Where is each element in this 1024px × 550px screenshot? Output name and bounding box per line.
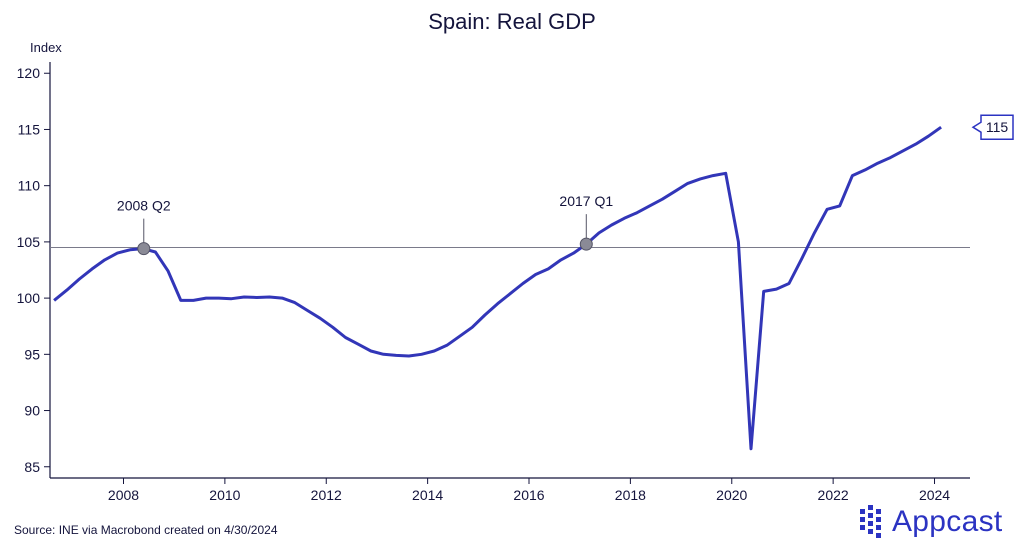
source-note: Source: INE via Macrobond created on 4/3… xyxy=(14,523,278,537)
appcast-logo-icon xyxy=(860,505,886,539)
x-tick-label: 2012 xyxy=(311,487,342,503)
annotation-label: 2017 Q1 xyxy=(559,193,613,209)
x-tick-label: 2018 xyxy=(615,487,646,503)
annotation-marker xyxy=(137,242,151,256)
y-tick-label: 95 xyxy=(24,346,40,362)
appcast-logo: Appcast xyxy=(860,505,1003,539)
annotation-label: 2008 Q2 xyxy=(117,198,171,214)
y-tick-label: 120 xyxy=(17,65,41,81)
y-tick-label: 115 xyxy=(18,121,41,137)
chart-title: Spain: Real GDP xyxy=(428,9,596,34)
y-tick-label: 110 xyxy=(18,178,41,194)
last-value-text: 115 xyxy=(986,119,1009,135)
annotations: 2008 Q2 2017 Q1 xyxy=(117,193,613,256)
y-tick-label: 100 xyxy=(17,290,41,306)
last-value-callout: 115 xyxy=(971,114,1014,140)
x-tick-label: 2020 xyxy=(716,487,747,503)
x-tick-label: 2024 xyxy=(919,487,950,503)
appcast-logo-text: Appcast xyxy=(892,505,1003,538)
y-axis: 85 90 95 100 105 110 115 120 xyxy=(17,65,50,475)
x-tick-label: 2014 xyxy=(412,487,443,503)
x-tick-label: 2008 xyxy=(108,487,139,503)
last-value-box xyxy=(971,114,1014,140)
y-axis-label: Index xyxy=(30,40,62,55)
y-tick-label: 85 xyxy=(24,459,40,475)
x-tick-label: 2010 xyxy=(209,487,240,503)
series-line-real-gdp xyxy=(53,125,942,451)
x-tick-label: 2022 xyxy=(818,487,849,503)
y-tick-label: 90 xyxy=(24,403,40,419)
x-axis: 2008 2010 2012 2014 2016 2018 2020 2022 2024 xyxy=(108,478,950,503)
annotation-marker xyxy=(579,237,593,251)
y-tick-label: 105 xyxy=(17,234,41,250)
x-tick-label: 2016 xyxy=(513,487,544,503)
